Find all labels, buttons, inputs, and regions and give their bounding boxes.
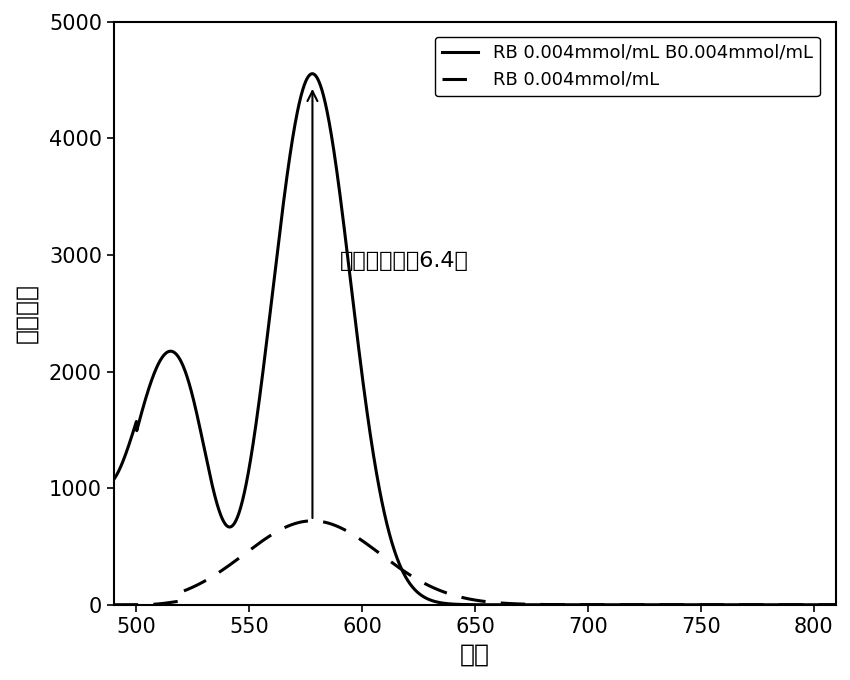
RB 0.004mmol/mL <box>814 600 824 609</box>
RB 0.004mmol/mL B0.004mmol/mL <box>460 600 470 609</box>
RB 0.004mmol/mL B0.004mmol/mL <box>105 479 115 488</box>
RB 0.004mmol/mL <box>141 600 151 609</box>
RB 0.004mmol/mL B0.004mmol/mL <box>814 600 824 609</box>
Line: RB 0.004mmol/mL: RB 0.004mmol/mL <box>110 521 841 605</box>
RB 0.004mmol/mL B0.004mmol/mL <box>836 600 846 609</box>
RB 0.004mmol/mL B0.004mmol/mL <box>441 599 451 607</box>
Y-axis label: 荧光强度: 荧光强度 <box>14 284 38 343</box>
RB 0.004mmol/mL <box>680 600 690 609</box>
X-axis label: 波长: 波长 <box>460 642 490 666</box>
RB 0.004mmol/mL B0.004mmol/mL <box>814 600 824 609</box>
RB 0.004mmol/mL <box>441 589 451 597</box>
RB 0.004mmol/mL B0.004mmol/mL <box>680 600 690 609</box>
RB 0.004mmol/mL B0.004mmol/mL <box>141 392 151 400</box>
RB 0.004mmol/mL <box>814 600 824 609</box>
RB 0.004mmol/mL B0.004mmol/mL <box>307 69 317 78</box>
RB 0.004mmol/mL <box>836 600 846 609</box>
Text: 荧光强度提高6.4倍: 荧光强度提高6.4倍 <box>339 251 468 271</box>
RB 0.004mmol/mL <box>460 594 470 602</box>
RB 0.004mmol/mL <box>307 517 317 525</box>
RB 0.004mmol/mL <box>105 600 115 609</box>
Line: RB 0.004mmol/mL B0.004mmol/mL: RB 0.004mmol/mL B0.004mmol/mL <box>110 73 841 605</box>
Legend: RB 0.004mmol/mL B0.004mmol/mL, RB 0.004mmol/mL: RB 0.004mmol/mL B0.004mmol/mL, RB 0.004m… <box>435 37 820 96</box>
